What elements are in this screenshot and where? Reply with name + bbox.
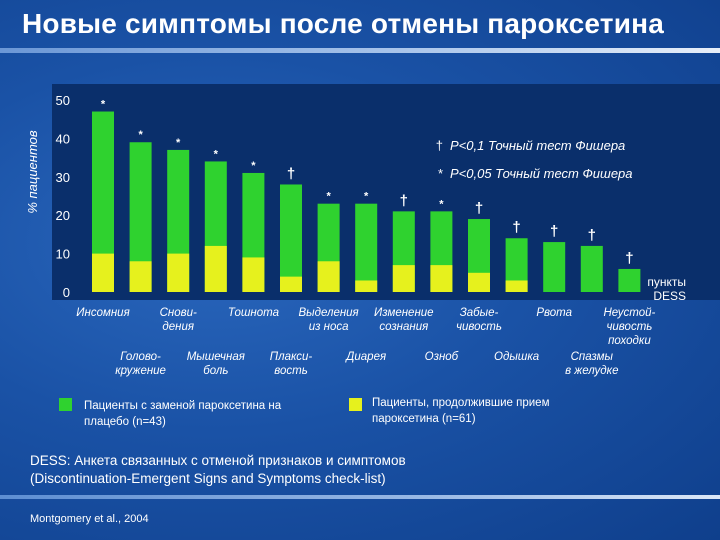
- y-tick-label: 10: [56, 247, 70, 262]
- significance-marker: *: [101, 99, 106, 111]
- x-tick-label: Диарея: [344, 351, 386, 363]
- bar-continued: [129, 261, 152, 292]
- significance-marker: †: [287, 165, 295, 182]
- legend-swatch-continued: [349, 398, 362, 411]
- bar-placebo: [543, 242, 566, 292]
- x-axis-end-label: пункты: [647, 275, 686, 289]
- y-tick-label: 20: [56, 208, 70, 223]
- significance-legend: † P<0,1 Точный тест Фишера * P<0,05 Точный …: [436, 138, 633, 181]
- x-tick-label: дения: [162, 321, 194, 333]
- significance-marker: †: [625, 250, 633, 267]
- x-tick-label: из носа: [309, 321, 349, 333]
- y-axis: 0 10 20 30 40 50: [56, 93, 70, 300]
- bar-continued: [468, 272, 490, 292]
- x-tick-label: Изменение: [374, 307, 434, 319]
- significance-marker: *: [214, 148, 219, 160]
- annotation-text: P<0,05 Точный тест Фишера: [450, 166, 633, 181]
- bar-continued: [430, 265, 453, 292]
- citation: Montgomery et al., 2004: [30, 513, 149, 525]
- x-tick-label: чивость: [456, 321, 502, 333]
- legend-label-placebo: Пациенты с заменой пароксетина на плацеб…: [84, 400, 282, 428]
- annotation-symbol: †: [436, 138, 443, 153]
- x-tick-label: сознания: [379, 321, 428, 333]
- plot-area: [52, 84, 720, 300]
- significance-marker: *: [364, 191, 369, 203]
- x-tick-label: Неустой-: [603, 307, 655, 319]
- significance-marker: *: [251, 160, 256, 172]
- legend-label-continued: Пациенты, продолжившие прием пароксетина…: [372, 397, 550, 425]
- x-tick-label: Забые-: [460, 307, 499, 319]
- bar-placebo: [129, 142, 152, 292]
- x-tick-label: Спазмы: [571, 351, 614, 363]
- significance-marker: *: [138, 129, 143, 141]
- y-tick-label: 30: [56, 170, 70, 185]
- bar-placebo: [618, 268, 641, 292]
- bar-placebo: [505, 238, 528, 292]
- legend-swatch-placebo: [59, 398, 72, 411]
- bar-continued: [317, 261, 340, 292]
- bar-placebo: [92, 111, 114, 293]
- significance-marker: *: [326, 191, 331, 203]
- x-tick-label: Плакси-: [270, 351, 313, 363]
- dess-line-1: DESS: Анкета связанных с отменой признак…: [30, 453, 406, 468]
- y-tick-label: 50: [56, 93, 70, 108]
- footer-divider: [0, 495, 720, 499]
- dess-line-2: (Discontinuation-Emergent Signs and Symp…: [30, 471, 386, 486]
- dess-note: DESS: Анкета связанных с отменой признак…: [30, 452, 630, 488]
- x-axis-labels: Инсомния Голово-кружение Снови-дения Мышечн…: [76, 275, 686, 377]
- significance-marker: †: [512, 219, 520, 236]
- x-tick-label: чивость: [606, 321, 652, 333]
- bar-continued: [355, 280, 378, 292]
- x-tick-label: Рвота: [536, 307, 572, 319]
- bar-continued: [392, 265, 415, 292]
- x-tick-label: Инсомния: [76, 307, 129, 319]
- bar-placebo: [280, 184, 302, 292]
- x-tick-label: в желудке: [565, 365, 618, 377]
- x-tick-label: Мышечная: [187, 351, 245, 363]
- x-tick-label: Озноб: [425, 351, 459, 363]
- bar-continued: [92, 253, 114, 292]
- bar-placebo: [355, 203, 378, 292]
- bar-placebo: [580, 245, 603, 292]
- significance-marker: *: [439, 198, 444, 210]
- y-axis-title: % пациентов: [25, 130, 40, 214]
- x-tick-label: Одышка: [494, 351, 539, 363]
- bar-continued: [505, 280, 528, 292]
- significance-marker: *: [176, 137, 181, 149]
- x-tick-label: Снови-: [160, 307, 197, 319]
- x-tick-label: Выделения: [298, 307, 358, 319]
- y-tick-label: 40: [56, 131, 70, 146]
- x-tick-label: кружение: [115, 365, 166, 377]
- annotation-text: P<0,1 Точный тест Фишера: [450, 138, 625, 153]
- title-divider: [0, 48, 720, 53]
- significance-marker: †: [550, 223, 558, 240]
- significance-marker: †: [475, 200, 483, 217]
- significance-marker: †: [400, 192, 408, 209]
- bar-series: [92, 111, 641, 293]
- bar-continued: [280, 276, 302, 292]
- bar-continued: [204, 245, 227, 292]
- bar-continued: [242, 257, 265, 292]
- significance-marker: †: [588, 227, 596, 244]
- x-tick-label: Голово-: [120, 351, 161, 363]
- y-tick-label: 0: [63, 285, 70, 300]
- y-axis-title-group: % пациентов: [25, 130, 40, 214]
- annotation-symbol: *: [438, 166, 443, 181]
- slide-title: Новые симптомы после отмены пароксетина: [22, 8, 665, 39]
- x-tick-label: вость: [274, 365, 308, 377]
- x-tick-label: Тошнота: [228, 307, 279, 319]
- bar-continued: [167, 253, 190, 292]
- significance-markers: * * * * * † * * † * † † † † †: [101, 99, 634, 267]
- x-tick-label: походки: [608, 335, 651, 347]
- x-tick-label: боль: [203, 365, 228, 377]
- x-axis-end-label: DESS: [653, 289, 686, 303]
